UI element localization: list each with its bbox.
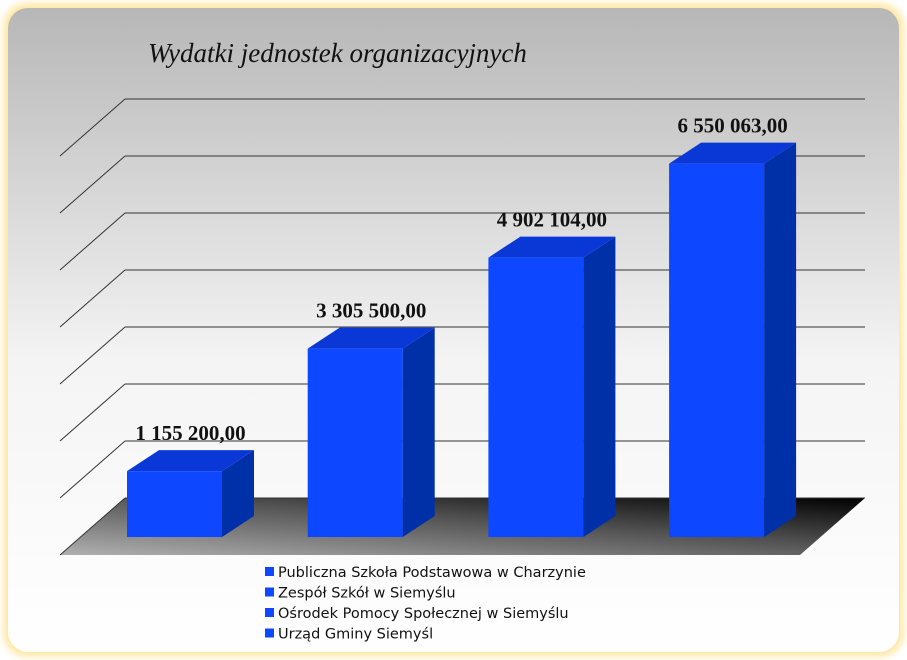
grid-line-side	[59, 497, 126, 556]
bar-face	[488, 236, 616, 258]
value-label: 6 550 063,00	[677, 114, 787, 138]
legend-swatch	[265, 608, 274, 617]
bar-face	[669, 142, 797, 164]
legend-label: Zespół Szkół w Siemyślu	[278, 586, 456, 602]
grid-line-side	[59, 383, 126, 442]
bar-face	[127, 471, 222, 537]
legend-swatch	[265, 628, 274, 638]
value-label: 3 305 500,00	[316, 299, 426, 323]
legend-swatch	[265, 567, 274, 576]
bar-face	[222, 450, 254, 537]
value-label: 1 155 200,00	[135, 421, 245, 445]
legend-label: Urząd Gminy Siemyśl	[278, 627, 433, 643]
bar-face	[307, 348, 403, 537]
bar-face	[669, 163, 765, 537]
bar	[669, 142, 797, 537]
bar-face	[127, 450, 254, 472]
value-label: 4 902 104,00	[497, 208, 607, 232]
bar-face	[402, 327, 435, 537]
grid-line-side	[59, 440, 126, 499]
bar	[127, 450, 254, 537]
grid-line-side	[59, 98, 126, 157]
grid-line-side	[59, 269, 126, 328]
legend-label: Ośrodek Pomocy Społecznej w Siemyślu	[278, 606, 569, 622]
bar	[307, 327, 435, 537]
legend-label: Publiczna Szkoła Podstawowa w Charzynie	[278, 565, 586, 581]
floor	[60, 498, 865, 555]
bar-face	[583, 236, 616, 537]
bar-face	[307, 327, 435, 349]
bar-face	[488, 257, 584, 537]
grid-line-side	[59, 326, 126, 385]
grid-line-side	[59, 212, 126, 271]
grid-line-side	[59, 155, 126, 214]
chart-title: Wydatki jednostek organizacyjnych	[148, 38, 527, 68]
bar	[488, 236, 616, 537]
legend-swatch	[265, 587, 274, 597]
bar-face	[764, 142, 797, 537]
